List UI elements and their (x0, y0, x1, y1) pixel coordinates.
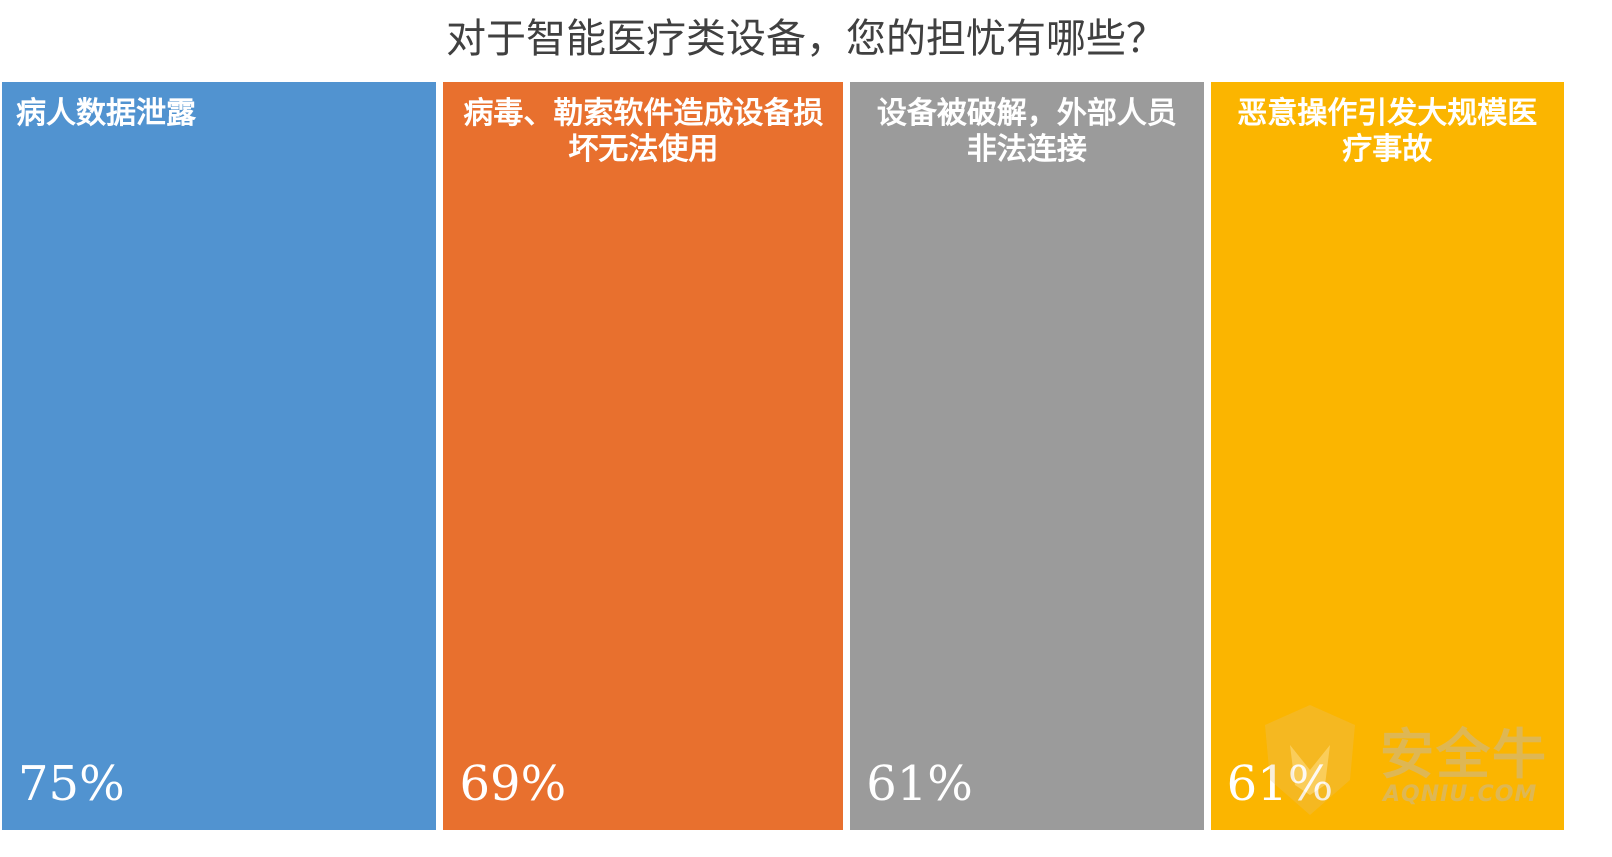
chart-title: 对于智能医疗类设备，您的担忧有哪些？ (446, 16, 1166, 62)
tile: 设备被破解，外部人员非法连接 61% (850, 82, 1204, 830)
watermark-text: 安全牛 (1380, 723, 1548, 786)
value-label: 61% (866, 756, 973, 812)
value-label: 61% (1227, 756, 1334, 812)
tile: 病人数据泄露 75% (2, 82, 437, 830)
watermark: 安全牛 AQNIU.COM (1255, 700, 1565, 820)
category-label: 病毒、勒索软件造成设备损坏无法使用 (463, 96, 824, 167)
category-label: 恶意操作引发大规模医疗事故 (1237, 96, 1538, 167)
watermark-logo (1265, 705, 1355, 815)
tile: 恶意操作引发大规模医疗事故 61% (1210, 82, 1564, 830)
value-label: 75% (18, 756, 125, 812)
category-label: 病人数据泄露 (16, 96, 196, 131)
tile: 病毒、勒索软件造成设备损坏无法使用 69% (443, 82, 844, 830)
watermark-url: AQNIU.COM (1383, 782, 1538, 807)
value-label: 69% (459, 756, 567, 812)
category-label: 设备被破解，外部人员非法连接 (876, 96, 1177, 167)
